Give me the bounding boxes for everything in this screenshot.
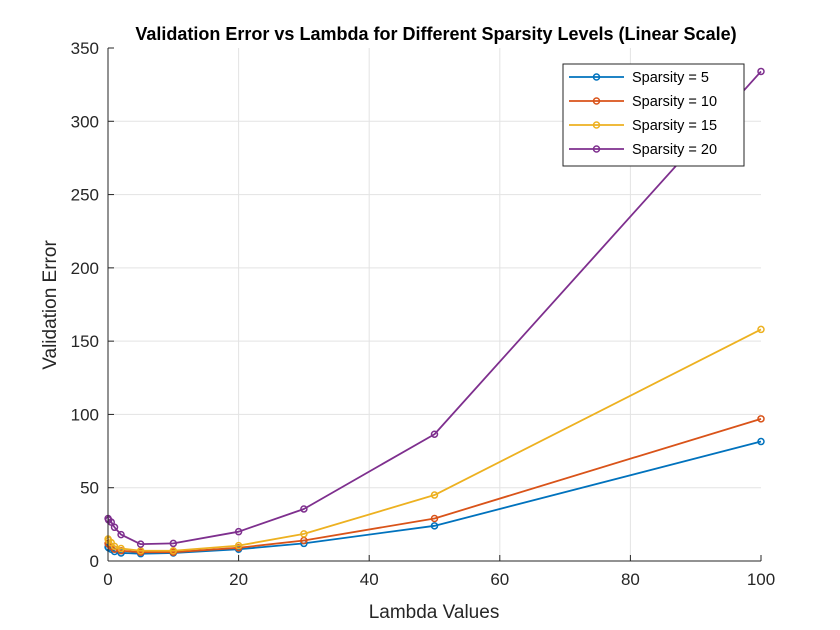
data-point bbox=[430, 491, 439, 499]
tick-labels: 0 20 40 60 80 100 0 50 100 150 200 250 300 350 bbox=[71, 39, 776, 589]
data-point bbox=[169, 546, 178, 555]
data-point bbox=[430, 514, 439, 523]
legend-label: Sparsity = 15 bbox=[632, 118, 717, 134]
series-layer bbox=[104, 67, 765, 558]
x-tick-label: 80 bbox=[621, 570, 640, 589]
y-tick-label: 200 bbox=[71, 259, 99, 278]
data-point bbox=[110, 523, 119, 532]
legend-marker bbox=[592, 145, 601, 153]
data-point bbox=[234, 541, 243, 550]
chart-title: Validation Error vs Lambda for Different… bbox=[135, 24, 736, 44]
data-point bbox=[757, 325, 765, 334]
x-tick-label: 100 bbox=[747, 570, 775, 589]
y-tick-label: 100 bbox=[71, 405, 99, 424]
data-point bbox=[110, 542, 119, 551]
x-tick-label: 0 bbox=[103, 570, 112, 589]
data-point bbox=[757, 437, 765, 446]
data-point bbox=[136, 540, 145, 548]
data-point bbox=[757, 415, 765, 423]
legend-label: Sparsity = 5 bbox=[632, 70, 709, 86]
legend-marker bbox=[592, 73, 601, 81]
legend-marker bbox=[592, 97, 601, 105]
data-point bbox=[300, 530, 308, 538]
legend-marker bbox=[592, 121, 601, 129]
x-tick-label: 40 bbox=[360, 570, 379, 589]
y-axis-label: Validation Error bbox=[40, 240, 61, 370]
data-point bbox=[117, 530, 125, 539]
legend-entry: Sparsity = 5 bbox=[569, 70, 709, 86]
data-point bbox=[117, 544, 125, 553]
data-point bbox=[234, 527, 243, 536]
legend-label: Sparsity = 20 bbox=[632, 142, 717, 158]
data-point bbox=[169, 539, 178, 548]
legend-entry: Sparsity = 10 bbox=[569, 94, 717, 110]
data-point bbox=[757, 67, 765, 76]
y-tick-label: 250 bbox=[71, 186, 99, 205]
y-tick-label: 50 bbox=[80, 479, 99, 498]
data-point bbox=[430, 430, 439, 438]
axes bbox=[107, 47, 762, 562]
legend-entry: Sparsity = 15 bbox=[569, 118, 717, 134]
x-axis-label: Lambda Values bbox=[369, 602, 500, 623]
y-tick-label: 150 bbox=[71, 332, 99, 351]
y-tick-label: 350 bbox=[71, 39, 99, 58]
data-point bbox=[300, 505, 308, 513]
x-tick-label: 60 bbox=[490, 570, 509, 589]
x-tick-label: 20 bbox=[229, 570, 248, 589]
legend: Sparsity = 5 Sparsity = 10 Sparsity = 15 Sp… bbox=[562, 63, 745, 167]
data-point bbox=[430, 522, 439, 530]
legend-label: Sparsity = 10 bbox=[632, 94, 717, 110]
series-4 bbox=[104, 67, 765, 548]
legend-entry: Sparsity = 20 bbox=[569, 142, 717, 158]
y-tick-label: 0 bbox=[90, 552, 99, 571]
y-tick-label: 300 bbox=[71, 112, 99, 131]
